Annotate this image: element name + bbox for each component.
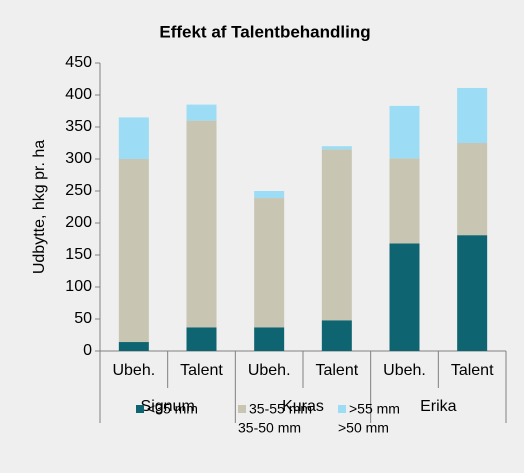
bar-segment — [457, 87, 488, 143]
y-axis-label: Udbytte, hkg pr. ha — [31, 140, 48, 274]
x-tick-label: Ubeh. — [248, 362, 291, 379]
legend-label: 35-55 mm — [249, 401, 312, 417]
y-tick-label: 250 — [65, 182, 92, 199]
group-label: Kuras — [282, 398, 324, 415]
bar-segment — [321, 320, 352, 351]
bar-segment — [389, 243, 420, 351]
x-tick-label: Ubeh. — [112, 362, 155, 379]
y-tick-label: 450 — [65, 54, 92, 71]
chart-title: Effekt af Talentbehandling — [159, 22, 370, 41]
bar-segment — [186, 104, 217, 121]
x-tick-label: Talent — [180, 362, 223, 379]
group-label: Signum — [141, 398, 195, 415]
x-tick-label: Talent — [451, 362, 494, 379]
legend-swatch — [136, 405, 144, 413]
y-tick-label: 300 — [65, 150, 92, 167]
y-tick-label: 150 — [65, 246, 92, 263]
legend-swatch — [238, 405, 246, 413]
legend-label: <35 mm — [147, 401, 198, 417]
y-tick-label: 400 — [65, 86, 92, 103]
y-tick-label: 100 — [65, 278, 92, 295]
bar-segment — [254, 327, 285, 351]
bar-segment — [457, 143, 488, 236]
x-tick-label: Talent — [315, 362, 358, 379]
y-tick-label: 50 — [74, 310, 92, 327]
legend-label: 35-50 mm — [238, 420, 301, 436]
y-tick-label: 350 — [65, 118, 92, 135]
bar-segment — [118, 342, 149, 351]
x-tick-label: Ubeh. — [383, 362, 426, 379]
bar-segment — [389, 158, 420, 244]
bar-segment — [254, 191, 285, 199]
legend-swatch — [338, 405, 346, 413]
legend-label: >50 mm — [338, 420, 389, 436]
legend-label: >55 mm — [349, 401, 400, 417]
y-tick-label: 200 — [65, 214, 92, 231]
bar-segment — [321, 146, 352, 150]
bar-segment — [118, 117, 149, 159]
y-tick-label: 0 — [83, 342, 92, 359]
bar-segment — [118, 159, 149, 343]
group-label: Erika — [420, 398, 457, 415]
bar-segment — [321, 149, 352, 321]
bar-segment — [186, 327, 217, 351]
bar-segment — [389, 105, 420, 159]
bar-segment — [254, 198, 285, 328]
bar-segment — [457, 235, 488, 351]
bar-segment — [186, 120, 217, 328]
